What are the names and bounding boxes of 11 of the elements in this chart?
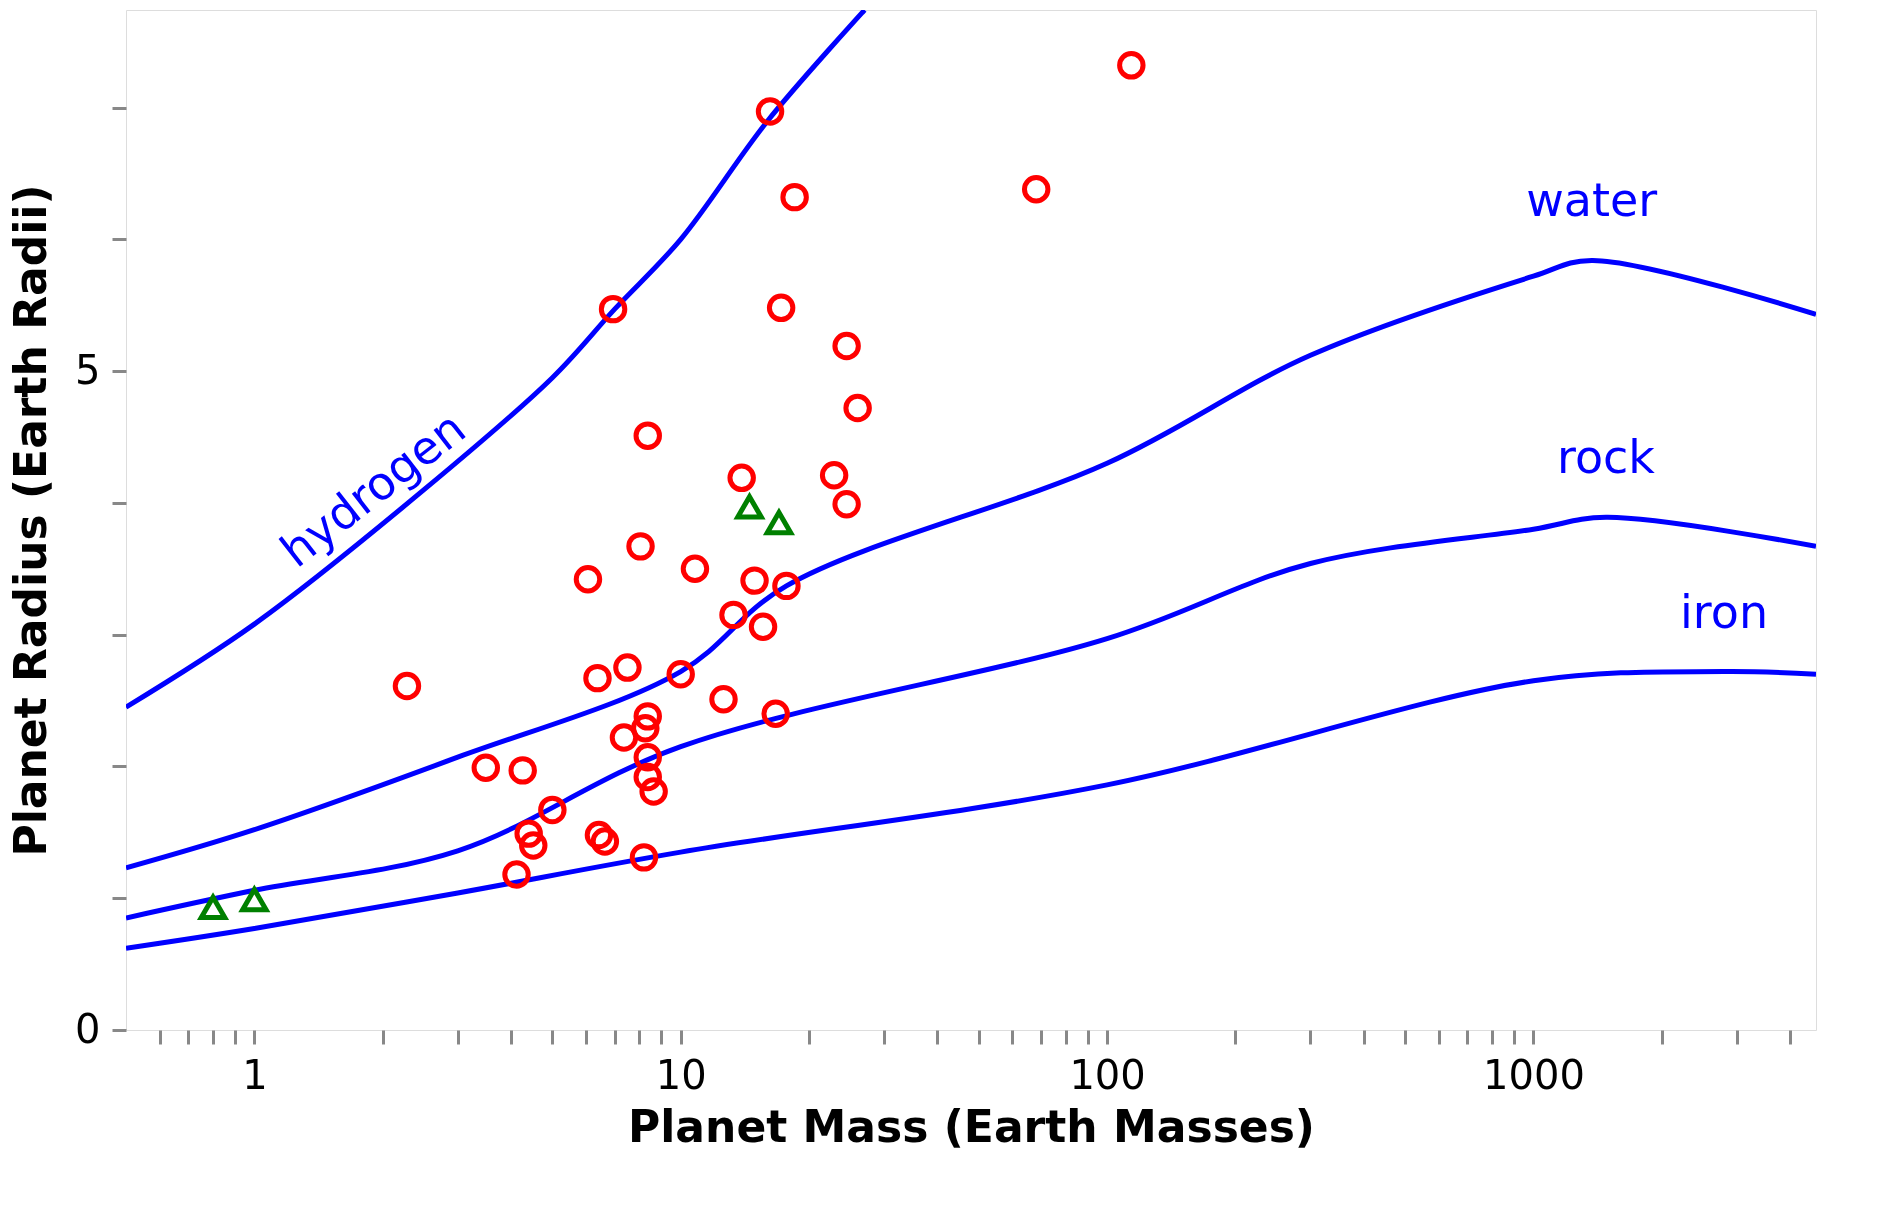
series-label: rock: [1557, 430, 1656, 485]
y-axis-title: Planet Radius (Earth Radii): [5, 184, 57, 857]
x-tick-label: 10: [655, 1051, 707, 1098]
series-label: iron: [1680, 584, 1769, 639]
y-tick-label: 0: [75, 1005, 101, 1052]
x-axis-title: Planet Mass (Earth Masses): [628, 1100, 1315, 1152]
x-tick-label: 1: [242, 1051, 268, 1098]
x-tick-label: 100: [1069, 1051, 1146, 1098]
series-label: water: [1526, 173, 1658, 228]
y-tick-label: 5: [75, 346, 101, 393]
x-tick-label: 1000: [1483, 1051, 1585, 1098]
